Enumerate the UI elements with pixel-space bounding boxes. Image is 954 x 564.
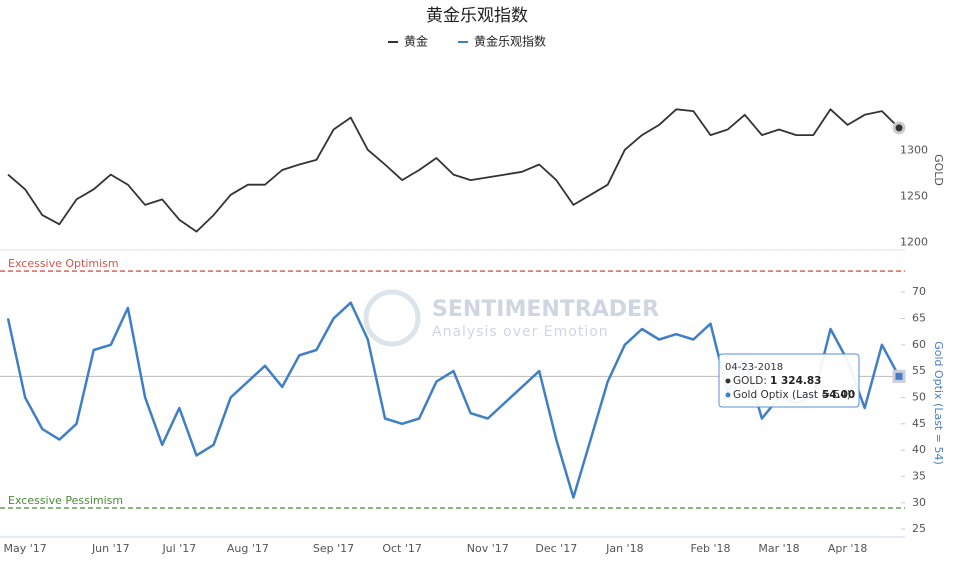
x-tick-label: Jun '17 <box>91 542 130 555</box>
y2-tick-label: 65 <box>912 311 926 324</box>
y2-tick-label: 40 <box>912 443 926 456</box>
x-tick-label: May '17 <box>4 542 47 555</box>
tooltip-dot <box>725 378 731 384</box>
y2-tick-label: 35 <box>912 469 926 482</box>
legend-label: 黄金乐观指数 <box>474 34 546 49</box>
y2-tick-label: 45 <box>912 417 926 430</box>
y2-tick-label: 30 <box>912 496 926 509</box>
last-point <box>892 369 906 383</box>
y2-tick-label: 25 <box>912 522 926 535</box>
tooltip-gold-value: 1 324.83 <box>770 375 821 387</box>
y2-tick-label: 55 <box>912 364 926 377</box>
watermark-icon <box>363 289 421 347</box>
series-line <box>7 108 900 233</box>
tooltip-gold-label: GOLD: <box>733 375 767 387</box>
y-tick-label: 1250 <box>900 190 928 203</box>
last-point <box>892 121 906 135</box>
threshold-label: Excessive Optimism <box>8 257 119 270</box>
y-tick-label: 1300 <box>900 144 928 157</box>
x-tick-label: Dec '17 <box>535 542 577 555</box>
tooltip-box <box>718 353 860 408</box>
x-tick-label: Nov '17 <box>467 542 509 555</box>
x-tick-label: Feb '18 <box>691 542 731 555</box>
y-axis-title: GOLD <box>932 154 945 186</box>
x-tick-label: Aug '17 <box>227 542 269 555</box>
tooltip-dot <box>725 392 731 398</box>
y-tick-label: 1200 <box>900 236 928 249</box>
x-tick-label: Oct '17 <box>382 542 422 555</box>
x-tick-label: Sep '17 <box>313 542 354 555</box>
tooltip: 04-23-2018 GOLD: 1 324.83 Gold Optix (Last … <box>718 353 860 408</box>
x-tick-label: Apr '18 <box>828 542 868 555</box>
threshold-label: Excessive Pessimism <box>8 494 123 507</box>
tooltip-optix-value: 54.00 <box>822 389 855 401</box>
x-tick-label: Jul '17 <box>161 542 196 555</box>
tooltip-optix-label: Gold Optix (Last = 54): <box>733 389 854 401</box>
y2-axis-title: Gold Optix (Last = 54) <box>932 341 945 465</box>
x-tick-label: Mar '18 <box>758 542 799 555</box>
tooltip-date: 04-23-2018 <box>725 362 783 373</box>
y2-tick-label: 60 <box>912 338 926 351</box>
y2-tick-label: 70 <box>912 285 926 298</box>
chart-title: 黄金乐观指数 <box>426 6 528 26</box>
watermark-tagline: Analysis over Emotion <box>432 324 609 340</box>
watermark-brand: SENTIMENTRADER <box>432 297 659 322</box>
x-tick-label: Jan '18 <box>605 542 643 555</box>
legend-label: 黄金 <box>404 34 428 49</box>
y2-tick-label: 50 <box>912 390 926 403</box>
